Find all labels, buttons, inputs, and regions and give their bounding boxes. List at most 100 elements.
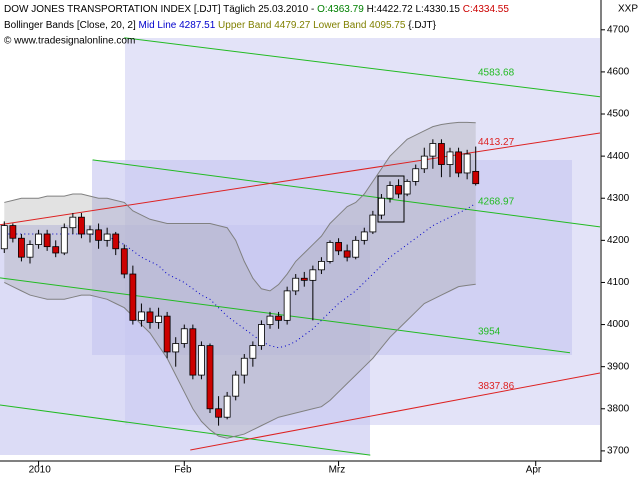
candle-body bbox=[232, 374, 240, 397]
trendline bbox=[190, 372, 601, 451]
candle-body bbox=[395, 185, 402, 195]
y-tick-label: 4100 bbox=[607, 277, 630, 288]
y-tick-label: 4300 bbox=[607, 193, 630, 204]
candle-body bbox=[300, 277, 308, 281]
indicator-line bbox=[4, 121, 476, 292]
x-tick-label: 2010 bbox=[29, 465, 52, 476]
candle-body bbox=[309, 269, 317, 281]
trendline-label: 4268.97 bbox=[478, 197, 515, 208]
header-line-2: Bollinger Bands [Close, 20, 2] Mid Line … bbox=[4, 20, 437, 31]
candle-body bbox=[103, 233, 111, 241]
y-tick-label: 4200 bbox=[607, 235, 630, 246]
candle-body bbox=[292, 277, 300, 292]
candle-body bbox=[112, 233, 120, 250]
ohlc-label: C:4334.55 bbox=[463, 4, 510, 15]
candle-body bbox=[258, 324, 265, 347]
candle-body bbox=[335, 242, 342, 252]
highlight-box bbox=[377, 175, 405, 223]
y-tick-label: 4000 bbox=[607, 319, 630, 330]
candle-body bbox=[163, 315, 171, 353]
candle-body bbox=[438, 143, 445, 165]
candle-body bbox=[403, 180, 411, 195]
indicator-label: Upper Band 4479.27 Lower Band 4095.75 bbox=[218, 20, 406, 31]
candle-body bbox=[429, 143, 437, 157]
candle-body bbox=[386, 185, 394, 199]
y-tick-label: 3700 bbox=[607, 446, 630, 457]
candle-body bbox=[223, 395, 231, 418]
band-fill bbox=[4, 122, 476, 439]
candle-body bbox=[69, 216, 77, 229]
candle-body bbox=[172, 343, 180, 353]
candle-body bbox=[138, 311, 145, 321]
candle-body bbox=[155, 315, 162, 323]
x-tick-label: Mrz bbox=[329, 465, 346, 476]
ohlc-label: O:4363.79 bbox=[317, 4, 364, 15]
trendline bbox=[0, 132, 601, 226]
indicator-line bbox=[4, 203, 476, 349]
candle-body bbox=[52, 246, 60, 254]
candle-body bbox=[249, 345, 257, 359]
candle-body bbox=[120, 248, 128, 275]
y-tick-label: 4600 bbox=[607, 67, 630, 78]
candle-body bbox=[78, 216, 85, 235]
candle-body bbox=[326, 242, 334, 262]
candle-body bbox=[18, 237, 25, 258]
header-line-1: DOW JONES TRANSPORTATION INDEX [.DJT] Tä… bbox=[4, 4, 509, 15]
ohlc-label: H:4422.72 L:4330.15 bbox=[367, 4, 461, 15]
candle-body bbox=[95, 229, 102, 241]
candle-body bbox=[360, 231, 368, 241]
candle-body bbox=[86, 229, 94, 235]
candle-body bbox=[318, 260, 325, 271]
candle-body bbox=[420, 155, 428, 170]
y-tick-label: 3900 bbox=[607, 361, 630, 372]
indicator-label: Mid Line 4287.51 bbox=[139, 20, 216, 31]
candle-body bbox=[43, 233, 51, 248]
symbol: XXP bbox=[618, 4, 638, 15]
indicator-line bbox=[4, 282, 476, 439]
candle-body bbox=[412, 168, 420, 182]
trendline-label: 3954 bbox=[478, 327, 501, 338]
trendline-label: 4583.68 bbox=[478, 68, 515, 79]
x-tick-label: Feb bbox=[174, 465, 192, 476]
x-tick-label: Apr bbox=[526, 465, 542, 476]
candle-body bbox=[275, 315, 282, 321]
candle-body bbox=[26, 244, 34, 258]
candle-body bbox=[60, 227, 68, 254]
candle-body bbox=[180, 328, 188, 344]
candle-body bbox=[189, 328, 197, 376]
trendline bbox=[124, 37, 601, 98]
candle-body bbox=[283, 290, 291, 321]
title: DOW JONES TRANSPORTATION INDEX [.DJT] bbox=[4, 4, 221, 15]
subtitle: Täglich 25.03.2010 - bbox=[223, 4, 314, 15]
candle-body bbox=[215, 408, 222, 418]
trendline bbox=[0, 404, 371, 456]
y-tick-label: 4400 bbox=[607, 151, 630, 162]
candle-body bbox=[146, 311, 154, 323]
candle-body bbox=[455, 151, 462, 174]
candle-body bbox=[266, 315, 274, 325]
candle-body bbox=[129, 273, 137, 321]
candle-body bbox=[198, 345, 205, 376]
candle-body bbox=[446, 151, 454, 165]
candle-body bbox=[472, 170, 480, 185]
trendline bbox=[92, 159, 601, 228]
trendline-label: 3837.86 bbox=[478, 381, 515, 392]
copyright: © www.tradesignalonline.com bbox=[4, 36, 135, 47]
candle-body bbox=[240, 357, 248, 376]
candle-body bbox=[35, 233, 42, 245]
candle-body bbox=[206, 345, 214, 410]
candle-body bbox=[378, 197, 385, 216]
y-tick-label: 3800 bbox=[607, 403, 630, 414]
y-tick-label: 4700 bbox=[607, 24, 630, 35]
indicator-label: Bollinger Bands [Close, 20, 2] bbox=[4, 20, 136, 31]
trendline-label: 4413.27 bbox=[478, 137, 515, 148]
y-tick-label: 4500 bbox=[607, 109, 630, 120]
candle-body bbox=[343, 250, 351, 258]
candle-body bbox=[463, 153, 471, 174]
indicator-label: {.DJT} bbox=[408, 20, 436, 31]
candle-body bbox=[369, 214, 377, 233]
candle-body bbox=[9, 225, 17, 239]
candle-body bbox=[352, 239, 360, 258]
